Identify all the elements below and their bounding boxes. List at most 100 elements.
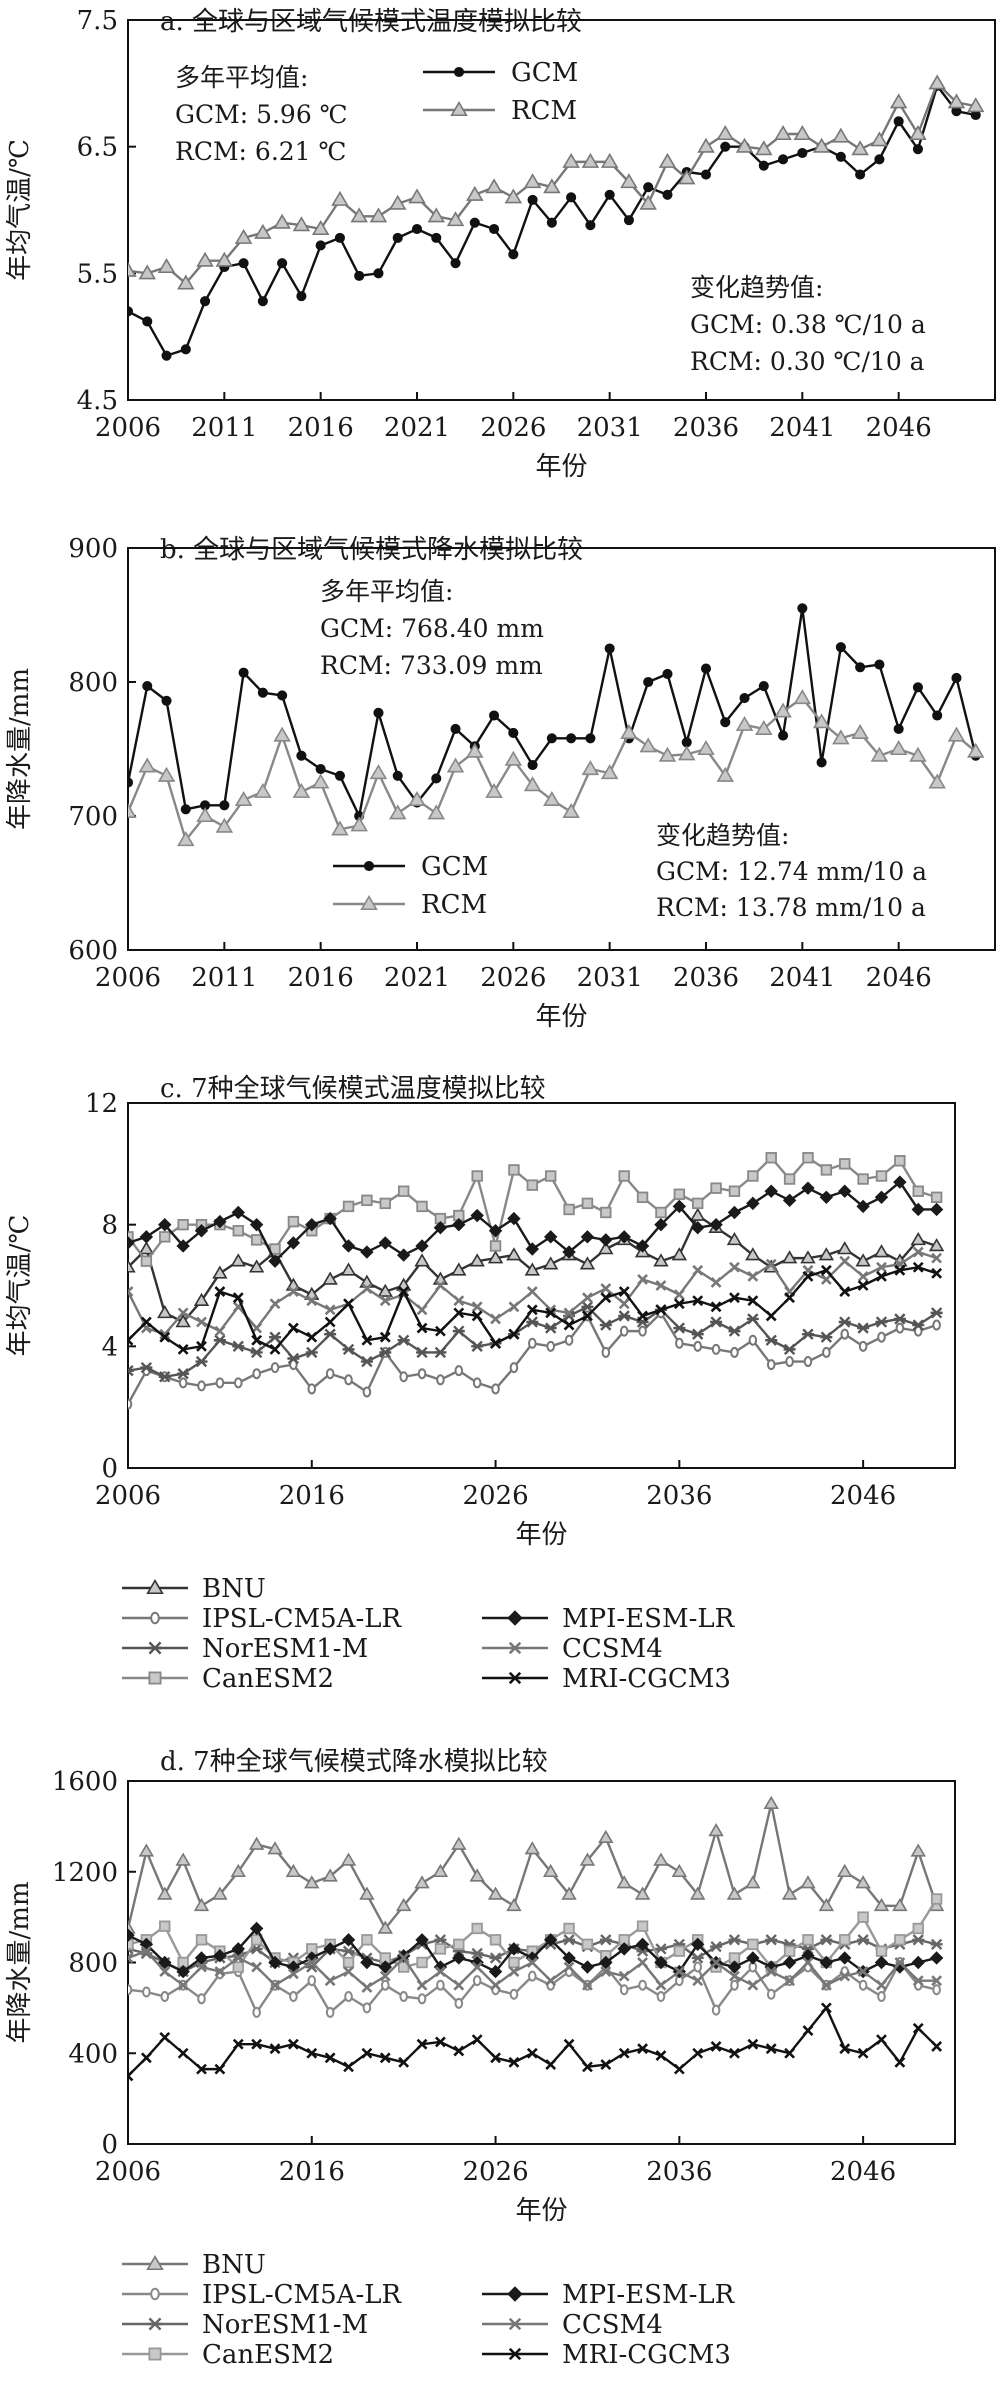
data-point [415, 1933, 429, 1947]
data-point [710, 1940, 723, 1953]
data-point [747, 2038, 759, 2050]
data-point [361, 2047, 373, 2059]
data-point [671, 1247, 688, 1261]
data-point [692, 1295, 704, 1307]
series-ccsm4 [128, 1945, 943, 1993]
panel-b-mean-title: 多年平均值: [320, 577, 453, 606]
y-tick-label: 400 [68, 2039, 118, 2069]
data-point [710, 1301, 722, 1313]
data-point [323, 1942, 337, 1956]
data-point [452, 1325, 465, 1337]
x-axis-label: 年份 [515, 1520, 567, 1550]
data-point [728, 1934, 741, 1946]
data-point [379, 1295, 391, 1307]
data-point [233, 1377, 243, 1389]
data-point [528, 1337, 537, 1349]
data-point [600, 152, 619, 168]
data-point [851, 723, 869, 739]
data-point [194, 1951, 209, 1965]
data-point [251, 1334, 263, 1346]
data-point [800, 1875, 816, 1889]
data-point [526, 2047, 538, 2059]
data-point [893, 1175, 907, 1189]
legend-marker [508, 2317, 522, 2331]
data-point [951, 672, 962, 684]
data-point [504, 750, 523, 766]
data-point [128, 261, 137, 277]
data-point [254, 782, 272, 798]
data-point [354, 270, 365, 281]
data-point [128, 777, 134, 788]
legend-marker [150, 1611, 160, 1625]
data-point [766, 1988, 776, 2000]
data-point [931, 1252, 943, 1264]
data-point [618, 2047, 630, 2059]
data-point [489, 1934, 502, 1946]
data-point [269, 1298, 281, 1310]
data-point [910, 1231, 926, 1246]
data-point [369, 207, 388, 223]
data-point [161, 350, 172, 361]
data-point [876, 2034, 887, 2046]
data-point [466, 742, 484, 758]
data-point [177, 1218, 189, 1231]
data-point [837, 1863, 853, 1878]
legend-item: CanESM2 [122, 1664, 334, 1694]
data-point [508, 1164, 520, 1176]
data-point [296, 291, 307, 302]
data-point [470, 1208, 484, 1223]
data-point [783, 1343, 796, 1356]
legend-item: IPSL-CM5A-LR [122, 1604, 403, 1634]
data-point [296, 750, 307, 761]
x-tick-label: 2006 [95, 1481, 161, 1511]
data-point [857, 1173, 869, 1185]
data-point [219, 800, 230, 811]
data-point [566, 733, 577, 744]
data-point [766, 1359, 776, 1371]
data-point [894, 1957, 906, 1968]
data-point [543, 178, 561, 194]
data-point [471, 1947, 484, 1960]
data-point [765, 1966, 777, 1977]
data-point [214, 2063, 226, 2075]
legend-item: MPI-ESM-LR [482, 2280, 736, 2310]
data-point [378, 1236, 392, 1250]
data-point [128, 1286, 134, 1297]
data-point [411, 223, 423, 235]
data-point [128, 1231, 134, 1243]
data-point [414, 1875, 430, 1889]
data-point [697, 137, 715, 153]
data-point [487, 1250, 504, 1264]
data-point [234, 790, 253, 806]
data-point [911, 1202, 925, 1217]
data-point [643, 676, 654, 688]
data-point [801, 1181, 815, 1195]
series-mpi-esm-lr [128, 1921, 944, 1979]
data-point [857, 2047, 869, 2059]
data-point [561, 1886, 577, 1900]
data-point [662, 668, 673, 680]
data-point [324, 1328, 337, 1340]
data-point [562, 1245, 576, 1259]
data-point [361, 1934, 373, 1946]
data-point [128, 1952, 134, 1964]
data-point [451, 1836, 467, 1850]
data-point [446, 211, 465, 227]
data-point [835, 642, 846, 653]
data-point [802, 1934, 814, 1946]
data-point [675, 1337, 684, 1349]
data-point [894, 1155, 906, 1167]
data-point [822, 1346, 831, 1358]
x-tick-label: 2016 [288, 963, 354, 993]
y-tick-label: 700 [68, 802, 118, 832]
data-point [324, 1304, 336, 1316]
data-point [764, 1184, 778, 1198]
legend-label: MRI-CGCM3 [562, 1664, 731, 1694]
data-point [543, 790, 561, 806]
data-point [851, 140, 869, 156]
data-point [747, 1170, 759, 1182]
data-point [140, 1255, 153, 1267]
data-point [748, 1334, 758, 1346]
data-point [159, 1920, 171, 1932]
data-point [544, 1322, 557, 1334]
